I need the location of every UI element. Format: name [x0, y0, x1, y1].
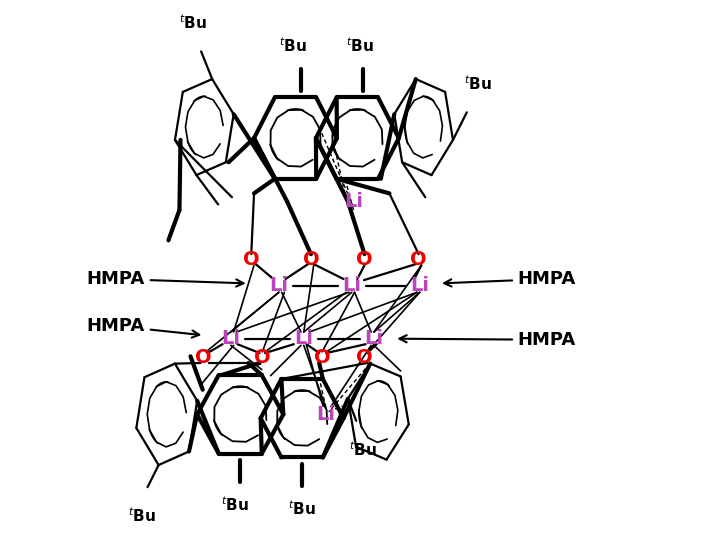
Text: HMPA: HMPA	[87, 317, 199, 338]
Text: Li: Li	[269, 276, 289, 295]
Text: Li: Li	[365, 329, 383, 348]
Text: Li: Li	[317, 405, 335, 424]
Text: O: O	[195, 348, 212, 367]
Text: $^t$Bu: $^t$Bu	[350, 440, 378, 459]
Text: O: O	[302, 250, 320, 269]
Text: Li: Li	[410, 276, 429, 295]
Text: Li: Li	[221, 329, 241, 348]
Text: $^t$Bu: $^t$Bu	[346, 37, 374, 55]
Text: O: O	[356, 348, 373, 367]
Text: Li: Li	[294, 329, 313, 348]
Text: HMPA: HMPA	[444, 270, 576, 288]
Text: O: O	[254, 348, 271, 367]
Text: HMPA: HMPA	[87, 270, 243, 288]
Text: O: O	[314, 348, 330, 367]
Text: Li: Li	[344, 192, 363, 211]
Text: Li: Li	[342, 276, 361, 295]
Text: $^t$Bu: $^t$Bu	[279, 37, 307, 55]
Text: O: O	[243, 250, 260, 269]
Text: $^t$Bu: $^t$Bu	[220, 496, 248, 514]
Text: O: O	[411, 250, 427, 269]
Text: $^t$Bu: $^t$Bu	[128, 507, 156, 525]
Text: $^t$Bu: $^t$Bu	[288, 499, 316, 518]
Text: O: O	[356, 250, 373, 269]
Text: $^t$Bu: $^t$Bu	[179, 13, 207, 32]
Text: $^t$Bu: $^t$Bu	[464, 74, 492, 93]
Text: HMPA: HMPA	[399, 331, 576, 349]
